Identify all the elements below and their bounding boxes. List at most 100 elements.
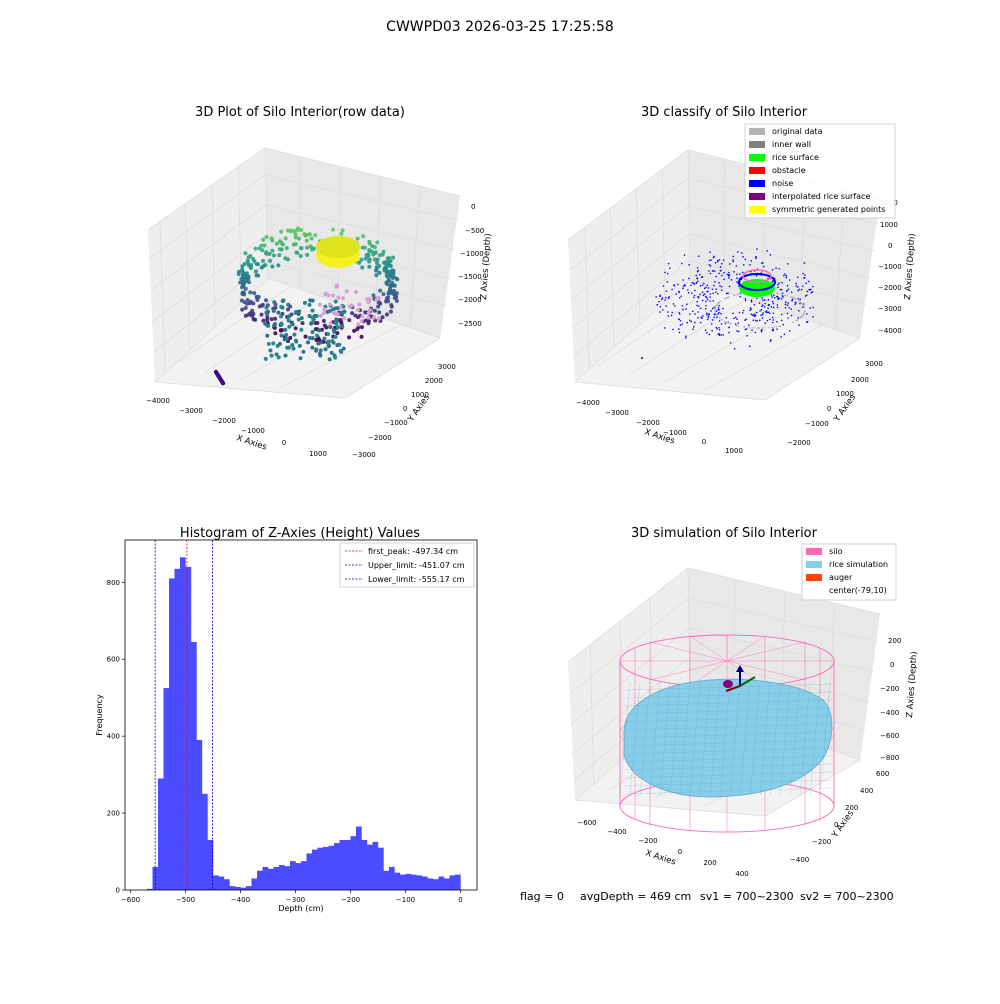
noise-point	[777, 283, 779, 286]
noise-point	[739, 273, 741, 275]
raw-point	[389, 304, 394, 309]
noise-point	[741, 271, 744, 274]
raw-point	[240, 267, 245, 272]
panel-simulation-3d: 3D simulation of Silo Interior	[567, 526, 920, 878]
noise-point	[762, 262, 764, 264]
raw-point	[282, 337, 287, 342]
histogram-bar	[196, 740, 203, 890]
original-point	[739, 292, 742, 295]
noise-point	[801, 306, 804, 309]
raw-point	[288, 335, 293, 340]
raw-point	[325, 309, 330, 314]
noise-point	[701, 291, 704, 293]
raw-point	[242, 281, 247, 286]
noise-point	[715, 326, 718, 329]
noise-point	[738, 285, 740, 287]
raw-point	[309, 321, 314, 326]
noise-point	[755, 311, 758, 314]
noise-point	[661, 297, 664, 299]
rice-grid-line	[729, 681, 741, 797]
raw-point	[328, 324, 333, 329]
raw-point	[220, 381, 226, 386]
noise-point	[720, 289, 723, 291]
raw-point	[388, 283, 393, 288]
raw-point	[374, 297, 379, 302]
panel-classify-title: 3D classify of Silo Interior	[641, 105, 808, 120]
raw-point	[395, 277, 400, 282]
panel-raw-3d: 3D Plot of Silo Interior(row data) −4000…	[146, 105, 493, 459]
histogram-bar	[273, 866, 280, 890]
noise-point	[699, 307, 702, 310]
noise-point	[711, 270, 714, 272]
noise-point	[806, 290, 809, 293]
noise-point	[780, 298, 783, 300]
raw-point	[295, 250, 300, 255]
classify-z-tick: −3000	[878, 305, 902, 313]
raw-point	[328, 321, 333, 326]
noise-point	[806, 313, 808, 315]
noise-point	[728, 271, 730, 274]
noise-point	[701, 284, 704, 286]
rice-grid-line	[709, 681, 721, 797]
noise-point	[790, 308, 792, 310]
noise-point	[670, 314, 673, 317]
raw-point	[336, 295, 341, 300]
original-point	[789, 296, 792, 298]
noise-point	[771, 321, 774, 324]
noise-point	[713, 313, 716, 315]
noise-point	[717, 313, 719, 315]
noise-point	[727, 273, 730, 276]
noise-point	[769, 318, 771, 321]
noise-point	[716, 292, 719, 295]
histogram-bar	[202, 793, 208, 890]
raw-point	[286, 318, 291, 323]
noise-point	[784, 301, 787, 303]
raw-point	[340, 324, 345, 329]
raw-point	[377, 253, 382, 258]
classify-y-tick: 3000	[865, 360, 883, 368]
original-point	[762, 327, 765, 329]
raw-point	[274, 352, 279, 357]
noise-point	[685, 308, 687, 310]
noise-point	[736, 330, 738, 332]
original-point	[779, 293, 781, 295]
noise-point	[750, 260, 753, 262]
raw-point	[349, 303, 354, 308]
noise-point	[750, 299, 753, 301]
raw-point	[263, 321, 268, 326]
histogram-bar	[378, 847, 384, 890]
raw-point	[283, 236, 288, 241]
raw-point	[245, 301, 250, 306]
raw-point	[359, 334, 364, 339]
noise-point	[777, 286, 779, 289]
raw-point	[293, 338, 298, 343]
noise-point	[784, 273, 786, 275]
histogram-x-tick: −600	[121, 896, 140, 904]
noise-point	[706, 331, 708, 334]
raw-point	[251, 311, 256, 316]
raw-point	[264, 251, 269, 256]
noise-point	[707, 287, 710, 289]
rice-grid-line	[739, 681, 751, 797]
raw-point	[268, 348, 273, 353]
raw-point	[264, 305, 269, 310]
rice-grid-line	[624, 771, 833, 779]
noise-point	[707, 316, 710, 319]
raw-point	[364, 253, 369, 258]
noise-point	[671, 311, 674, 314]
histogram-bar	[383, 870, 390, 890]
raw-point	[388, 269, 393, 274]
noise-point	[777, 298, 780, 301]
noise-point	[717, 333, 719, 335]
noise-point	[711, 319, 714, 321]
noise-point	[734, 316, 737, 319]
noise-point	[736, 277, 738, 279]
noise-point	[685, 335, 687, 337]
raw-point	[292, 332, 297, 337]
raw-point	[283, 256, 288, 261]
noise-point	[756, 248, 758, 250]
raw-point	[326, 344, 331, 349]
simulation-y-tick: 600	[876, 770, 889, 778]
figure-suptitle: CWWPD03 2026-03-25 17:25:58	[386, 19, 614, 35]
raw-point	[297, 236, 302, 241]
